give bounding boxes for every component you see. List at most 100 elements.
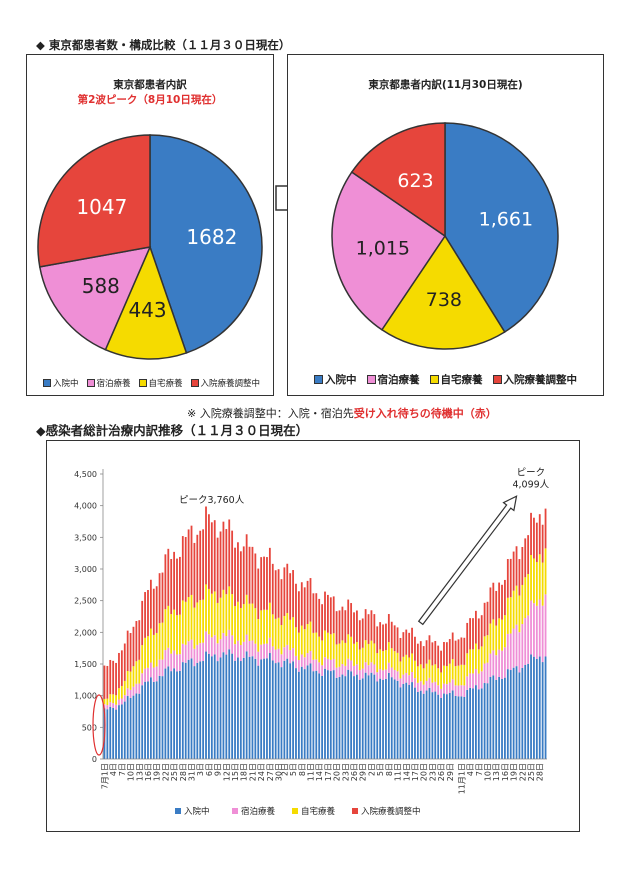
bar-segment-hotel xyxy=(512,628,515,668)
bar-segment-hospital xyxy=(434,691,437,759)
start-highlight-ellipse xyxy=(92,694,106,756)
bar-segment-home xyxy=(327,632,329,659)
bar-segment-home xyxy=(347,634,350,659)
bar-segment-hotel xyxy=(300,654,303,667)
x-tick-label: 11日 xyxy=(306,763,315,781)
bar-segment-hospital xyxy=(260,659,263,759)
bar-segment-home xyxy=(379,649,382,670)
bar-segment-home xyxy=(315,632,318,660)
bar-segment-adjusting xyxy=(367,614,370,644)
x-tick-label: 13日 xyxy=(492,763,501,781)
bar-segment-hospital xyxy=(379,678,382,759)
bar-segment-home xyxy=(463,664,466,686)
bar-segment-hotel xyxy=(405,672,408,683)
x-tick-label: 2日 xyxy=(367,763,376,776)
bar-segment-hospital xyxy=(396,680,399,759)
bar-segment-adjusting xyxy=(475,610,477,644)
bar-segment-adjusting xyxy=(231,530,234,595)
bar-segment-hospital xyxy=(144,681,146,759)
bar-segment-hospital xyxy=(376,681,379,759)
bar-segment-adjusting xyxy=(152,588,155,635)
x-tick-label: 18日 xyxy=(240,763,249,781)
bar-segment-home xyxy=(344,642,347,666)
bar-segment-home xyxy=(425,663,428,681)
bar-segment-adjusting xyxy=(297,591,300,633)
bar-segment-hotel xyxy=(419,681,422,691)
bar-segment-adjusting xyxy=(242,546,245,605)
bar-segment-adjusting xyxy=(373,614,376,644)
legend-item-adjusting: 入院療養調整中 xyxy=(492,372,577,387)
bar-segment-home xyxy=(135,661,138,684)
bar-segment-hospital xyxy=(237,657,239,759)
bar-segment-adjusting xyxy=(268,547,271,603)
x-tick-label: 28日 xyxy=(536,763,545,781)
x-tick-label: 26日 xyxy=(350,763,359,781)
pie-panel-current: 東京都患者内訳(11月30日現在) 1,661 738 1,015 623 入院中 宿… xyxy=(287,54,604,396)
bar-segment-adjusting xyxy=(118,652,120,689)
bar-segment-home xyxy=(205,584,207,632)
bar-segment-hotel xyxy=(242,641,245,658)
legend-item-home: 自宅療養 xyxy=(429,372,483,387)
bar-segment-home xyxy=(187,597,190,642)
bar-segment-hospital xyxy=(414,687,416,759)
y-tick-label: 0 xyxy=(92,755,97,764)
bar-segment-home xyxy=(338,643,341,667)
bar-segment-adjusting xyxy=(533,517,535,559)
bar-segment-home xyxy=(274,618,277,650)
bar-segment-adjusting xyxy=(260,557,263,611)
bar-segment-home xyxy=(132,666,135,687)
bar-segment-adjusting xyxy=(245,534,248,595)
bar-segment-hospital xyxy=(416,691,419,759)
legend-item-adjusting: 入院療養調整中 xyxy=(190,377,260,389)
bar-segment-hospital xyxy=(445,694,448,759)
bar-segment-hotel xyxy=(318,662,321,674)
bar-segment-home xyxy=(123,680,126,696)
bar-segment-adjusting xyxy=(498,582,501,619)
bar-segment-hotel xyxy=(451,679,454,691)
peak-annotation-second-label: ピーク xyxy=(517,467,546,478)
bar-segment-adjusting xyxy=(167,548,170,606)
bar-segment-hotel xyxy=(498,649,501,677)
bar-segment-adjusting xyxy=(483,602,486,637)
bar-segment-hospital xyxy=(271,660,274,759)
bar-segment-adjusting xyxy=(292,570,294,618)
bar-segment-adjusting xyxy=(149,579,152,629)
x-tick-label: 29日 xyxy=(446,763,455,781)
bar-segment-hospital xyxy=(335,677,338,759)
bar-segment-home xyxy=(483,636,486,664)
bar-segment-hotel xyxy=(393,669,396,680)
bar-segment-adjusting xyxy=(123,643,126,681)
bar-segment-hotel xyxy=(425,680,428,691)
bar-segment-adjusting xyxy=(306,580,309,625)
bar-segment-home xyxy=(115,695,117,705)
bar-segment-hospital xyxy=(495,679,498,759)
bar-segment-hotel xyxy=(399,678,402,688)
bar-segment-hospital xyxy=(115,709,117,759)
bar-segment-adjusting xyxy=(115,662,117,696)
legend-item-hospital: 入院中 xyxy=(43,377,79,389)
bar-segment-home xyxy=(422,668,425,685)
bar-segment-hotel xyxy=(167,647,170,667)
bar-segment-home xyxy=(419,664,422,682)
bar-segment-home xyxy=(152,634,155,668)
bar-segment-hotel xyxy=(309,651,312,664)
bar-segment-home xyxy=(228,586,231,630)
bar-segment-hospital xyxy=(373,674,376,759)
bar-segment-hotel xyxy=(335,667,338,678)
x-tick-label: 7月1日 xyxy=(100,763,109,789)
bar-segment-adjusting xyxy=(170,558,173,615)
bar-segment-adjusting xyxy=(176,558,178,616)
bar-segment-home xyxy=(443,665,445,684)
bar-segment-hospital xyxy=(428,687,431,759)
bar-segment-hotel xyxy=(181,643,184,663)
bar-segment-hospital xyxy=(245,651,248,759)
bar-segment-hospital xyxy=(173,668,175,759)
bar-segment-adjusting xyxy=(158,573,161,624)
bar-segment-hospital xyxy=(390,677,393,759)
bar-segment-home xyxy=(237,601,239,641)
bar-segment-adjusting xyxy=(535,522,538,563)
bar-segment-adjusting xyxy=(120,650,123,686)
bar-segment-adjusting xyxy=(527,535,530,575)
bar-segment-hotel xyxy=(356,664,358,675)
bar-segment-adjusting xyxy=(501,584,503,620)
